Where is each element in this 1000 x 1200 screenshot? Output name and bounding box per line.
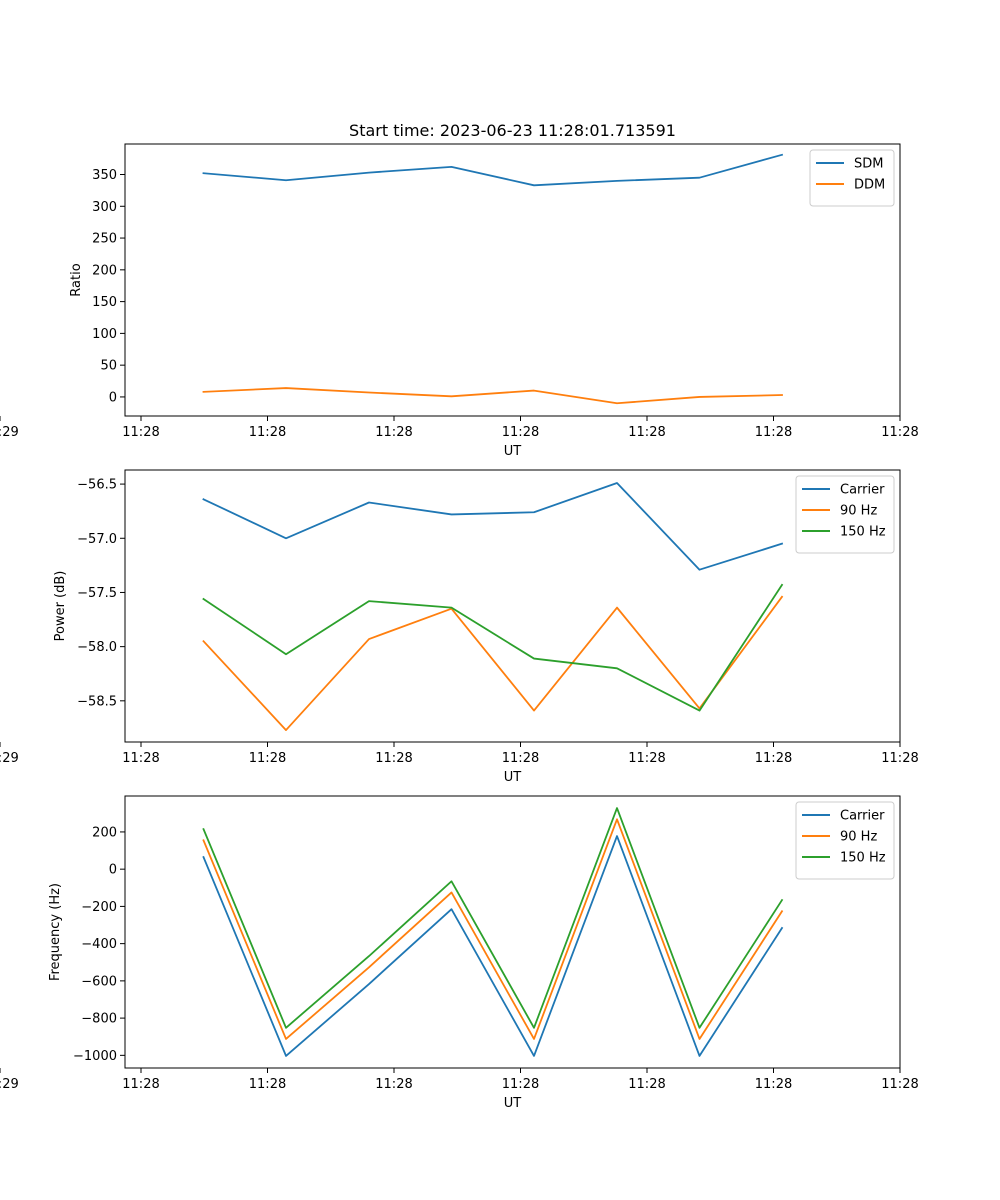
panel-1: 11:28 11:28 11:28 11:28 11:28 11:28 11:28 11:29… xyxy=(0,143,919,459)
x-tick-label: 11:28 xyxy=(249,425,286,440)
y-tick-label: −57.0 xyxy=(77,532,117,547)
x-tick-label: 11:28 xyxy=(249,751,286,766)
y-axis-label: Power (dB) xyxy=(53,571,68,642)
legend-label: DDM xyxy=(854,178,885,193)
y-tick-label: 0 xyxy=(109,390,117,405)
x-tick-label: 11:28 xyxy=(375,751,412,766)
x-tick-label: 11:28 xyxy=(628,751,665,766)
series-line-sdm xyxy=(202,153,784,187)
legend-box xyxy=(795,801,895,880)
y-tick-label: 300 xyxy=(92,200,117,215)
legend: Carrier 90 Hz 150 Hz xyxy=(795,801,895,880)
y-tick-label: −57.5 xyxy=(77,586,117,601)
series-line-150-hz xyxy=(202,583,784,712)
x-tick-label: 11:29 xyxy=(0,1077,19,1092)
y-tick-label: −600 xyxy=(81,974,117,989)
x-tick-label: 11:28 xyxy=(502,425,539,440)
y-tick-label: −1000 xyxy=(73,1049,117,1064)
y-tick-label: −200 xyxy=(81,900,117,915)
panel-2: 11:28 11:28 11:28 11:28 11:28 11:28 11:28 11:29… xyxy=(0,469,919,785)
legend-label: Carrier xyxy=(840,809,885,824)
legend-label: SDM xyxy=(854,157,883,172)
legend-label: 150 Hz xyxy=(840,851,886,866)
y-tick-label: 0 xyxy=(109,863,117,878)
x-tick-label: 11:29 xyxy=(0,751,19,766)
x-tick-label: 11:28 xyxy=(628,425,665,440)
legend-label: Carrier xyxy=(840,483,885,498)
x-tick-label: 11:28 xyxy=(755,425,792,440)
axes-frame xyxy=(124,469,901,743)
legend-label: 90 Hz xyxy=(840,830,877,845)
y-tick-label: 200 xyxy=(92,825,117,840)
x-tick-label: 11:28 xyxy=(502,1077,539,1092)
series-line-carrier xyxy=(202,835,784,1057)
x-axis-label: UT xyxy=(504,444,522,459)
series-line-150-hz xyxy=(202,807,784,1029)
series-line-carrier xyxy=(202,482,784,571)
axes-frame xyxy=(124,143,901,417)
x-tick-label: 11:28 xyxy=(375,425,412,440)
y-tick-label: −400 xyxy=(81,937,117,952)
y-tick-label: −58.5 xyxy=(77,694,117,709)
axes-frame xyxy=(124,795,901,1069)
series-line-ddm xyxy=(202,387,783,405)
legend-label: 150 Hz xyxy=(840,525,886,540)
x-tick-label: 11:28 xyxy=(881,425,918,440)
x-tick-label: 11:28 xyxy=(628,1077,665,1092)
y-tick-label: 50 xyxy=(100,359,117,374)
panels: 11:28 11:28 11:28 11:28 11:28 11:28 11:28 11:29… xyxy=(0,143,919,1111)
x-tick-label: 11:28 xyxy=(755,751,792,766)
y-tick-label: −800 xyxy=(81,1012,117,1027)
x-tick-label: 11:28 xyxy=(375,1077,412,1092)
x-tick-label: 11:29 xyxy=(0,425,19,440)
y-tick-label: 200 xyxy=(92,263,117,278)
x-tick-label: 11:28 xyxy=(881,1077,918,1092)
y-axis-label: Frequency (Hz) xyxy=(48,883,63,981)
series-line-90-hz xyxy=(202,595,784,731)
x-axis-label: UT xyxy=(504,770,522,785)
x-tick-label: 11:28 xyxy=(122,425,159,440)
x-tick-label: 11:28 xyxy=(122,1077,159,1092)
legend-box xyxy=(795,475,895,554)
x-tick-label: 11:28 xyxy=(755,1077,792,1092)
figure-title: Start time: 2023-06-23 11:28:01.713591 xyxy=(349,121,676,140)
y-tick-label: −56.5 xyxy=(77,478,117,493)
x-tick-label: 11:28 xyxy=(122,751,159,766)
y-axis-label: Ratio xyxy=(69,263,84,296)
y-tick-label: −58.0 xyxy=(77,640,117,655)
panel-3: 11:28 11:28 11:28 11:28 11:28 11:28 11:28 11:29… xyxy=(0,795,919,1111)
x-tick-label: 11:28 xyxy=(881,751,918,766)
y-tick-label: 100 xyxy=(92,327,117,342)
legend: Carrier 90 Hz 150 Hz xyxy=(795,475,895,554)
y-tick-label: 350 xyxy=(92,168,117,183)
legend: SDM DDM xyxy=(809,149,895,207)
y-tick-label: 250 xyxy=(92,232,117,247)
x-tick-label: 11:28 xyxy=(249,1077,286,1092)
legend-label: 90 Hz xyxy=(840,504,877,519)
x-tick-label: 11:28 xyxy=(502,751,539,766)
series-line-90-hz xyxy=(202,818,784,1040)
x-axis-label: UT xyxy=(504,1096,522,1111)
y-tick-label: 150 xyxy=(92,295,117,310)
